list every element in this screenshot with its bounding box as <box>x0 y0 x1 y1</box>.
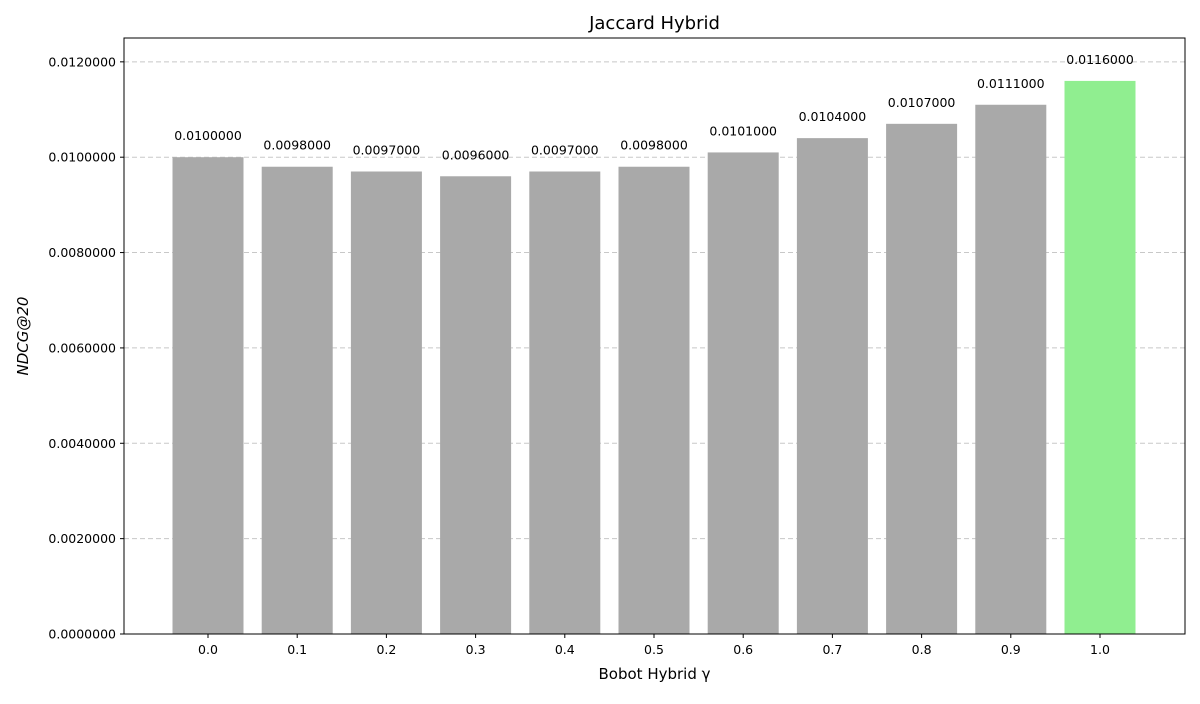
x-axis-ticks: 0.0 0.1 0.2 0.3 0.4 0.5 0.6 0.7 0.8 0.9 1.0 <box>198 634 1110 657</box>
x-tick-label: 0.2 <box>376 642 396 657</box>
bar <box>350 171 422 634</box>
bars <box>172 80 1136 635</box>
x-tick-label: 0.0 <box>198 642 218 657</box>
bar <box>975 104 1047 634</box>
x-tick-label: 0.8 <box>912 642 932 657</box>
y-tick-label: 0.0020000 <box>48 531 116 546</box>
y-tick-label: 0.0080000 <box>48 245 116 260</box>
bar <box>529 171 601 634</box>
x-tick-label: 0.5 <box>644 642 664 657</box>
x-tick-label: 0.4 <box>555 642 575 657</box>
bar-value-label: 0.0100000 <box>174 128 242 143</box>
bar <box>618 166 690 634</box>
y-axis-ticks: 0.0000000 0.0020000 0.0040000 0.0060000 0.00… <box>48 54 124 642</box>
y-axis-label: NDCG@20 <box>14 297 32 376</box>
bar <box>796 138 868 635</box>
bar-value-label: 0.0104000 <box>799 109 867 124</box>
bar-value-label: 0.0098000 <box>263 138 331 153</box>
bar-value-label: 0.0097000 <box>353 143 421 158</box>
bar <box>172 157 244 634</box>
x-tick-label: 0.9 <box>1001 642 1021 657</box>
bar <box>886 123 958 634</box>
bar-value-label: 0.0098000 <box>620 138 688 153</box>
y-tick-label: 0.0060000 <box>48 340 116 355</box>
bar-value-label: 0.0097000 <box>531 143 599 158</box>
y-tick-label: 0.0000000 <box>48 627 116 642</box>
bar <box>1064 80 1136 635</box>
bar <box>440 176 512 634</box>
y-tick-label: 0.0040000 <box>48 436 116 451</box>
x-tick-label: 1.0 <box>1090 642 1110 657</box>
y-tick-label: 0.0120000 <box>48 54 116 69</box>
x-tick-label: 0.6 <box>733 642 753 657</box>
bar <box>261 166 333 634</box>
bar-value-labels: 0.0100000 0.0098000 0.0097000 0.0096000 0.00… <box>174 52 1134 162</box>
x-tick-label: 0.1 <box>287 642 307 657</box>
bar-value-label: 0.0101000 <box>709 123 777 138</box>
bar-value-label: 0.0107000 <box>888 95 956 110</box>
y-tick-label: 0.0100000 <box>48 150 116 165</box>
x-axis-label: Bobot Hybrid γ <box>599 665 711 683</box>
chart-title: Jaccard Hybrid <box>588 13 720 34</box>
bar <box>707 152 779 634</box>
x-tick-label: 0.3 <box>466 642 486 657</box>
x-tick-label: 0.7 <box>822 642 842 657</box>
bar-value-label: 0.0096000 <box>442 147 510 162</box>
bar-value-label: 0.0116000 <box>1066 52 1134 67</box>
bar-value-label: 0.0111000 <box>977 76 1045 91</box>
